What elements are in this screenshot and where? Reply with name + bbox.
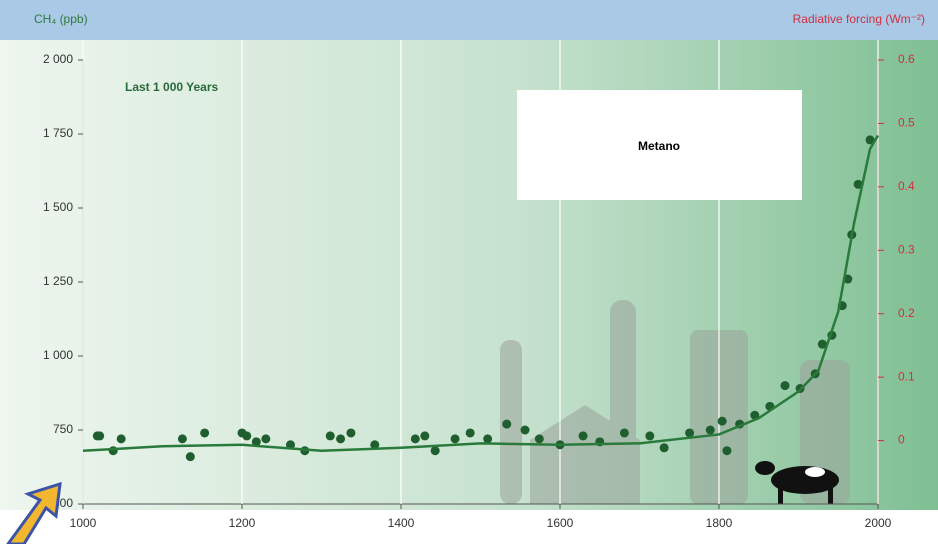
data-point (346, 428, 355, 437)
data-point (483, 434, 492, 443)
data-point (451, 434, 460, 443)
x-tick-label: 1800 (706, 516, 733, 530)
bottom-band (0, 510, 938, 544)
data-point (535, 434, 544, 443)
data-point (718, 417, 727, 426)
x-tick-label: 1000 (70, 516, 97, 530)
data-point (466, 428, 475, 437)
data-point (336, 434, 345, 443)
data-point (326, 431, 335, 440)
y2-tick-label: 0.4 (898, 179, 915, 193)
data-point (95, 431, 104, 440)
data-point (521, 426, 530, 435)
annotation: Last 1 000 Years (125, 80, 219, 94)
data-point (579, 431, 588, 440)
data-point (620, 428, 629, 437)
y2-tick-label: 0.2 (898, 306, 915, 320)
data-point (431, 446, 440, 455)
x-tick-label: 2000 (865, 516, 892, 530)
y-tick-label: 1 000 (43, 348, 73, 362)
data-point (200, 428, 209, 437)
x-tick-label: 1200 (229, 516, 256, 530)
data-point (411, 434, 420, 443)
chart: CH₄ (ppb) Radiative forcing (Wm⁻²) Last … (0, 0, 938, 544)
y-tick-label: 750 (53, 422, 73, 436)
y2-tick-label: 0.3 (898, 242, 915, 256)
data-point (242, 431, 251, 440)
y-tick-label: 1 250 (43, 274, 73, 288)
y2-tick-label: 0.5 (898, 116, 915, 130)
data-point (178, 434, 187, 443)
data-point (660, 443, 669, 452)
data-point (186, 452, 195, 461)
page: {"chart_data": { "type": "scatter", "yla… (0, 0, 938, 544)
data-point (780, 381, 789, 390)
data-point (685, 428, 694, 437)
y-axis-title: CH₄ (ppb) (34, 12, 88, 26)
y-tick-label: 1 750 (43, 126, 73, 140)
data-point (261, 434, 270, 443)
x-tick-label: 1400 (388, 516, 415, 530)
y2-tick-label: 0.6 (898, 52, 915, 66)
y2-tick-label: 0.1 (898, 369, 915, 383)
data-point (645, 431, 654, 440)
annotation-box-text: Metano (638, 139, 680, 153)
y2-tick-label: 0 (898, 433, 905, 447)
data-point (706, 426, 715, 435)
y-tick-label: 1 500 (43, 200, 73, 214)
data-point (502, 420, 511, 429)
y-tick-label: 2 000 (43, 52, 73, 66)
data-point (109, 446, 118, 455)
data-point (117, 434, 126, 443)
data-point (420, 431, 429, 440)
y2-axis-title: Radiative forcing (Wm⁻²) (793, 12, 925, 26)
data-point (722, 446, 731, 455)
x-tick-label: 1600 (547, 516, 574, 530)
